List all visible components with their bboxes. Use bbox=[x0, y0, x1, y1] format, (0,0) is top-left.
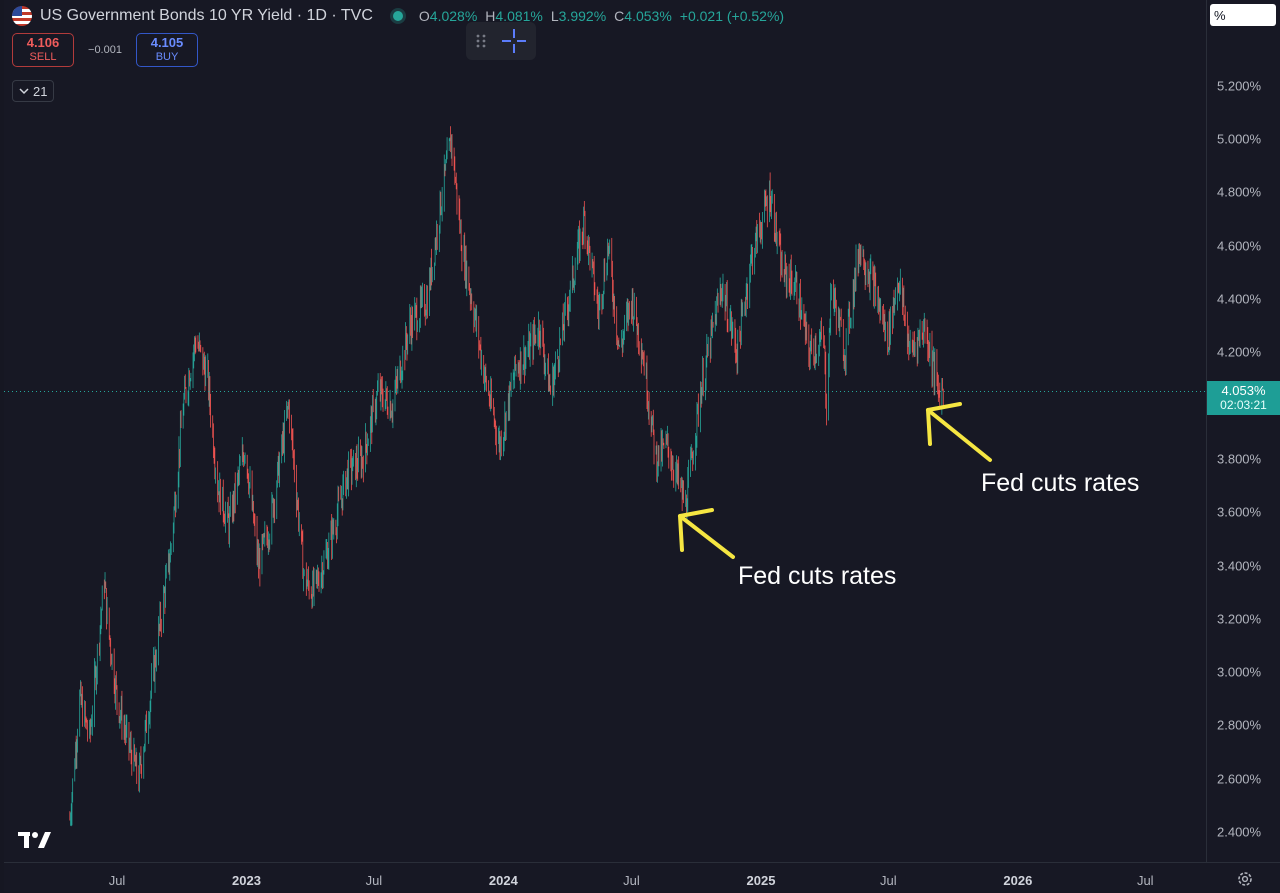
annotation-fed-cut-2024: Fed cuts rates bbox=[738, 562, 897, 590]
time-axis[interactable]: Jul 2023 Jul 2024 Jul 2025 Jul 2026 Jul bbox=[4, 862, 1280, 892]
chart-area[interactable] bbox=[4, 0, 1206, 862]
ohlc-readout: O4.028% H4.081% L3.992% C4.053% +0.021 (… bbox=[419, 8, 784, 24]
last-price-value: 4.053% bbox=[1221, 383, 1266, 398]
price-tick-label: 5.000% bbox=[1217, 131, 1262, 147]
indicators-count: 21 bbox=[33, 83, 48, 99]
price-tick-label: 4.600% bbox=[1217, 238, 1262, 254]
us-flag-icon bbox=[12, 6, 32, 26]
price-tick-label: 2.800% bbox=[1217, 717, 1262, 733]
trade-panel: 4.106 SELL −0.001 4.105 BUY bbox=[12, 33, 198, 67]
sell-price: 4.106 bbox=[26, 35, 60, 50]
time-tick-label: Jul bbox=[1136, 873, 1154, 888]
settings-gear-icon[interactable] bbox=[1236, 870, 1254, 893]
time-tick-label: Jul bbox=[108, 873, 126, 888]
price-tick-label: 4.400% bbox=[1217, 291, 1262, 307]
unit-label: % bbox=[1214, 7, 1226, 23]
price-tick-label: 4.200% bbox=[1217, 344, 1262, 360]
indicators-toggle-button[interactable]: 21 bbox=[12, 80, 55, 102]
price-tick-label: 2.400% bbox=[1217, 824, 1262, 840]
open-value: 4.028% bbox=[429, 8, 478, 24]
time-tick-label: 2023 bbox=[232, 873, 261, 888]
high-value: 4.081% bbox=[495, 8, 543, 24]
symbol-title[interactable]: US Government Bonds 10 YR Yield · 1D · T… bbox=[40, 7, 373, 24]
time-tick-label: 2026 bbox=[1003, 873, 1033, 888]
price-tick-label: 2.600% bbox=[1217, 771, 1262, 787]
time-tick-label: Jul bbox=[880, 873, 897, 888]
price-axis[interactable]: 5.200% 5.000% 4.800% 4.600% 4.400% 4.200% 3.80… bbox=[1206, 0, 1280, 862]
change-value: +0.021 (+0.52%) bbox=[679, 8, 785, 24]
price-tick-label: 3.000% bbox=[1217, 664, 1262, 680]
price-tick-label: 3.600% bbox=[1217, 504, 1262, 520]
close-value: 4.053% bbox=[624, 8, 672, 24]
price-chart[interactable] bbox=[4, 0, 1206, 862]
high-label: H bbox=[485, 8, 496, 24]
buy-label: BUY bbox=[155, 51, 179, 63]
sell-button[interactable]: 4.106 SELL bbox=[12, 33, 74, 67]
price-tick-label: 5.200% bbox=[1217, 78, 1262, 94]
tradingview-logo-icon[interactable] bbox=[18, 830, 52, 855]
time-tick-label: Jul bbox=[365, 873, 383, 888]
market-status-icon bbox=[392, 11, 403, 21]
buy-button[interactable]: 4.105 BUY bbox=[136, 33, 198, 67]
time-tick-label: 2024 bbox=[488, 873, 518, 888]
price-tick-label: 3.800% bbox=[1217, 451, 1262, 467]
price-tick-label: 4.800% bbox=[1217, 184, 1262, 200]
spread-value: −0.001 bbox=[88, 44, 122, 56]
close-label: C bbox=[614, 8, 625, 24]
annotation-fed-cut-2025: Fed cuts rates bbox=[981, 469, 1140, 497]
buy-price: 4.105 bbox=[150, 35, 184, 50]
open-label: O bbox=[418, 8, 430, 24]
crosshair-icon[interactable] bbox=[501, 28, 527, 54]
time-tick-label: Jul bbox=[623, 873, 640, 888]
time-tick-label: 2025 bbox=[746, 873, 776, 888]
price-tick-label: 3.400% bbox=[1217, 558, 1262, 573]
last-price-label: 4.053% 02:03:21 bbox=[1207, 381, 1280, 415]
price-tick-label: 3.200% bbox=[1217, 611, 1262, 627]
chevron-down-icon bbox=[19, 88, 29, 95]
low-label: L bbox=[550, 8, 559, 24]
sell-label: SELL bbox=[29, 51, 57, 63]
bar-countdown: 02:03:21 bbox=[1220, 398, 1267, 412]
drag-grip-icon[interactable] bbox=[475, 33, 487, 49]
unit-selector[interactable]: % bbox=[1210, 4, 1276, 26]
drag-handle-widget[interactable] bbox=[466, 22, 536, 60]
chart-header: US Government Bonds 10 YR Yield · 1D · T… bbox=[12, 4, 784, 28]
low-value: 3.992% bbox=[558, 8, 607, 24]
